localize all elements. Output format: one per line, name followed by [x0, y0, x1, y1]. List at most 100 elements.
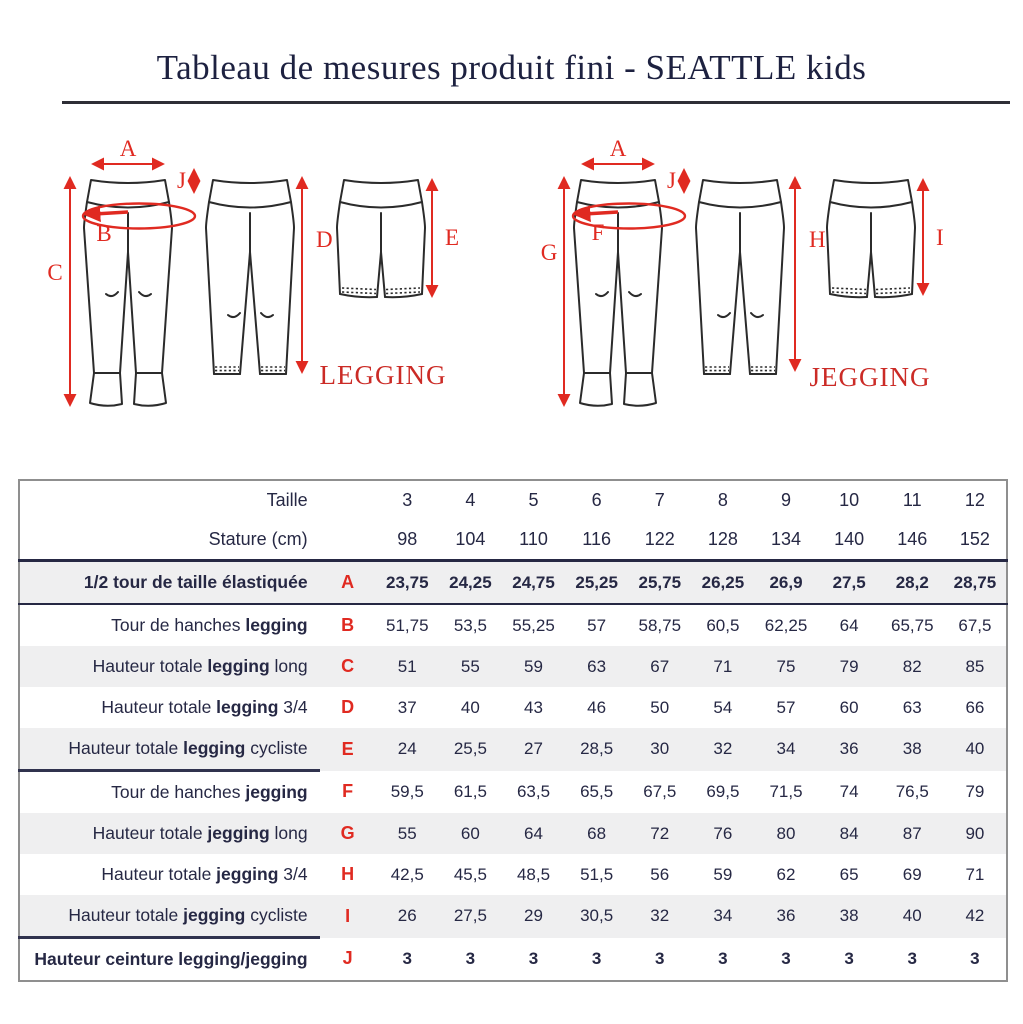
row-value: 63	[587, 656, 607, 676]
row-value: 25,75	[628, 560, 692, 605]
measure-row-E: Hauteur totale legging cycliste E 24 25,5 27…	[19, 728, 1007, 772]
legging-label-hip: B	[96, 221, 111, 246]
row-value: 38	[902, 739, 922, 759]
row-value: 60	[839, 697, 859, 717]
measure-row-F: Tour de hanches jegging F 59,5 61,5 63,5 65,5…	[19, 771, 1007, 814]
taille-row-value: 7	[654, 490, 665, 510]
stature-row-value: 104	[438, 520, 502, 562]
row-value: 55	[460, 656, 480, 676]
row-value: 3	[655, 948, 665, 968]
jegging-three-quarter-drawing	[695, 179, 785, 375]
row-value: 50	[650, 697, 670, 717]
row-value: 34	[776, 739, 796, 759]
row-value: 62	[776, 864, 796, 884]
row-label-bold: jegging	[216, 864, 279, 884]
row-value: 40	[460, 697, 480, 717]
row-label-bold: 1/2 tour de taille élastiquée	[83, 572, 308, 592]
technical-drawings: A J B C D E LEGGING	[0, 128, 1023, 468]
row-value: 36	[776, 906, 796, 926]
row-label-bold: jegging	[183, 905, 246, 925]
row-value: 3	[844, 948, 854, 968]
row-value: 3	[907, 948, 917, 968]
legging-label-cycliste: E	[445, 225, 459, 250]
row-value: 40	[902, 906, 922, 926]
measure-row-G: Hauteur totale jegging long G 55 60 64 68 72 76…	[19, 813, 1007, 854]
row-value: 58,75	[638, 615, 682, 635]
row-value: 63	[902, 697, 922, 717]
stature-row-value: 152	[943, 520, 1007, 562]
row-value: 69,5	[706, 781, 740, 801]
legging-long-drawing	[83, 179, 173, 407]
row-value: 61,5	[453, 781, 487, 801]
row-value: 51,75	[385, 615, 429, 635]
taille-row-value: 11	[902, 490, 922, 510]
row-label-bold: jegging	[207, 823, 270, 843]
row-label-pre: Hauteur totale	[68, 905, 184, 925]
stature-row-value: 128	[691, 520, 755, 562]
taille-row-value: 9	[781, 490, 792, 510]
row-label-pre: Hauteur totale	[92, 656, 208, 676]
jegging-label-hip: F	[592, 220, 605, 245]
jegging-label-cycliste: I	[936, 225, 944, 250]
row-value: 68	[587, 823, 607, 843]
legging-diagram: A J B C D E LEGGING	[47, 136, 459, 407]
measure-row-B: Tour de hanches legging B 51,75 53,5 55,25 57…	[19, 604, 1007, 646]
row-value: 24,75	[501, 560, 566, 605]
row-value: 55	[397, 823, 417, 843]
legging-label-width: A	[120, 136, 137, 161]
row-letter: A	[319, 560, 376, 605]
row-value: 3	[781, 948, 791, 968]
row-value: 66	[965, 697, 985, 717]
row-value: 69	[902, 864, 922, 884]
row-label: Hauteur totale legging 3/4	[19, 687, 320, 728]
table-header: Taille 3 4 5 6 7 8 9 10 11 12 Stature (cm) 98 104 110 1…	[19, 480, 1007, 562]
row-letter: J	[342, 948, 353, 969]
row-value: 30,5	[580, 906, 614, 926]
row-value: 3	[528, 948, 539, 968]
row-value: 26,25	[691, 560, 755, 605]
row-value: 37	[397, 697, 417, 717]
arrow-F	[573, 205, 619, 223]
row-value: 54	[713, 697, 733, 717]
row-value: 71	[713, 656, 733, 676]
row-value: 63,5	[516, 781, 551, 801]
stature-row-letter-spacer	[319, 520, 376, 562]
row-value: 80	[776, 823, 796, 843]
taille-row-value: 6	[591, 490, 602, 510]
row-value: 26,9	[754, 560, 818, 605]
jegging-cycliste-drawing	[826, 179, 916, 299]
row-value: 84	[839, 823, 859, 843]
taille-row-letter-spacer	[320, 480, 376, 520]
row-value: 75	[776, 656, 796, 676]
row-label-pre: Hauteur totale	[68, 738, 184, 758]
row-value: 85	[965, 656, 985, 676]
measure-row-J: Hauteur ceinture legging/jegging J 3 3 3 3 3 3 3…	[19, 938, 1007, 982]
row-value: 60	[460, 823, 480, 843]
row-letter: G	[340, 823, 355, 843]
row-label-bold: legging	[183, 738, 246, 758]
row-label-post: cycliste	[245, 738, 308, 758]
row-value: 67,5	[643, 781, 677, 801]
row-value: 59	[524, 656, 543, 676]
row-value: 48,5	[516, 864, 551, 884]
row-value: 25,5	[453, 739, 487, 759]
row-value: 43	[524, 697, 543, 717]
row-letter: D	[341, 697, 355, 717]
stature-row-value: 146	[880, 520, 944, 562]
row-value: 76,5	[895, 781, 929, 801]
row-value: 57	[587, 615, 607, 635]
legging-label-three-quarter: D	[316, 227, 333, 252]
measure-row-I: Hauteur totale jegging cycliste I 26 27,5 29…	[19, 895, 1007, 939]
row-label: Hauteur ceinture legging/jegging	[19, 938, 320, 982]
row-value: 51,5	[580, 864, 614, 884]
measure-row-D: Hauteur totale legging 3/4 D 37 40 43 46 50 54 5…	[19, 687, 1007, 728]
row-value: 62,25	[764, 615, 808, 635]
row-label: 1/2 tour de taille élastiquée	[19, 560, 320, 605]
row-label-post: cycliste	[245, 905, 308, 925]
stature-row: Stature (cm) 98 104 110 116 122 128 134 140 146 15…	[19, 520, 1007, 562]
row-value: 3	[591, 948, 602, 968]
hip-ellipse-F	[571, 202, 687, 230]
jegging-label-long: G	[541, 240, 558, 265]
row-value: 71,5	[769, 781, 803, 801]
row-label: Hauteur totale jegging cycliste	[19, 895, 320, 939]
